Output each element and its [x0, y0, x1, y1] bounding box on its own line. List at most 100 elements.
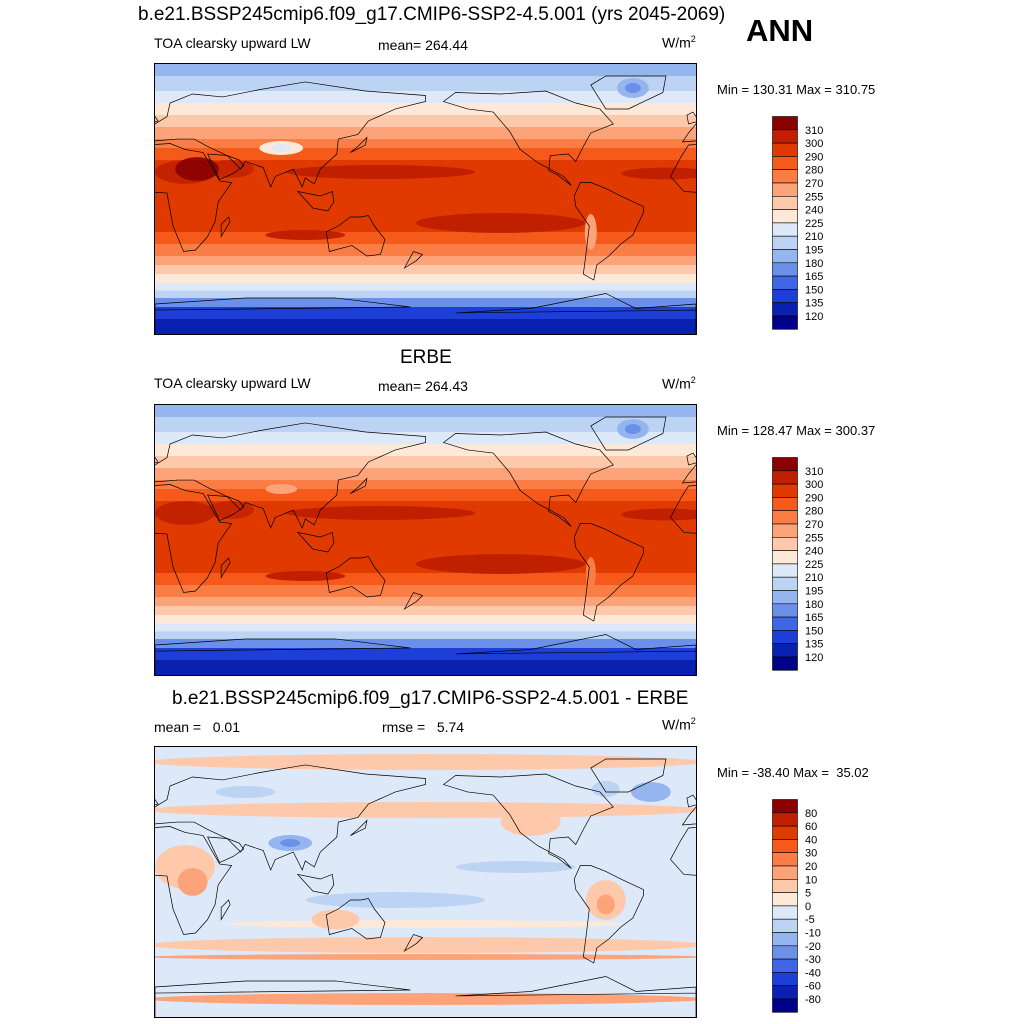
coastline: [207, 153, 245, 181]
colorbar-swatch: [772, 656, 798, 671]
coastline: [442, 431, 614, 527]
colorbar-tick-label: 255: [805, 532, 823, 544]
colorbar-tick-label: 150: [805, 625, 823, 637]
colorbar-swatch: [772, 315, 798, 330]
colorbar-tick-label: 290: [805, 151, 823, 163]
coastline: [325, 215, 386, 257]
colorbar-tick-label: 40: [805, 834, 817, 846]
colorbar-swatch: [772, 235, 798, 250]
colorbar-swatch: [772, 156, 798, 171]
colorbar-tick-label: 10: [805, 874, 817, 886]
coastline: [220, 899, 231, 921]
colorbar-swatch: [772, 457, 798, 472]
colorbar-tick-label: 165: [805, 271, 823, 283]
season-label: ANN: [746, 13, 814, 48]
panel3-colorbar: 80 60 40 30 20 10 5 0 -5 -10 -20 -30 -40 -60 -80: [772, 799, 852, 1014]
colorbar-swatch: [772, 470, 798, 485]
colorbar-tick-label: 20: [805, 861, 817, 873]
colorbar-swatch: [772, 209, 798, 224]
panel2-variable-label: TOA clearsky upward LW: [154, 375, 311, 391]
colorbar-tick-label: 270: [805, 178, 823, 190]
colorbar-tick-label: 300: [805, 138, 823, 150]
panel3-units: W/m2: [662, 716, 696, 733]
panel1-variable-label: TOA clearsky upward LW: [154, 35, 311, 51]
colorbar-tick-label: 280: [805, 506, 823, 518]
colorbar-swatch: [772, 879, 798, 893]
panel2-colorbar: 310 300 290 280 270 255 240 225 210 195 180 165 150 1…: [772, 457, 852, 672]
panel2-mean-label: mean= 264.43: [378, 378, 468, 394]
colorbar-swatch: [772, 563, 798, 578]
colorbar-swatch: [772, 972, 798, 986]
panel1-units: W/m2: [662, 34, 696, 51]
coastline: [350, 819, 368, 836]
colorbar-swatch: [772, 196, 798, 210]
colorbar-tick-label: 210: [805, 572, 823, 584]
colorbar-swatch: [772, 302, 798, 317]
colorbar-swatch: [772, 537, 798, 551]
colorbar-tick-label: -40: [805, 967, 821, 979]
colorbar-swatch: [772, 839, 798, 854]
coastline: [442, 90, 614, 186]
colorbar-tick-label: 290: [805, 492, 823, 504]
coastline: [296, 873, 335, 895]
colorbar-swatch: [772, 275, 798, 290]
colorbar-swatch: [772, 483, 798, 498]
colorbar-swatch: [772, 630, 798, 644]
colorbar-swatch: [772, 289, 798, 303]
colorbar-swatch: [772, 825, 798, 840]
colorbar-swatch: [772, 169, 798, 184]
coastline: [296, 531, 335, 553]
colorbar-tick-label: 80: [805, 808, 817, 820]
colorbar-tick-label: 240: [805, 205, 823, 217]
coastline: [207, 836, 245, 864]
colorbar-tick-label: 310: [805, 466, 823, 478]
colorbar-swatch: [772, 222, 798, 237]
colorbar-swatch: [772, 497, 798, 512]
colorbar-swatch: [772, 958, 798, 973]
colorbar-tick-label: 0: [805, 901, 811, 913]
colorbar-tick-label: 150: [805, 284, 823, 296]
coastline: [296, 190, 335, 212]
colorbar-tick-label: 135: [805, 298, 823, 310]
coastline: [573, 182, 644, 281]
coastline: [155, 638, 411, 675]
coastline: [403, 592, 424, 610]
colorbar-tick-label: 30: [805, 848, 817, 860]
colorbar-swatch: [772, 812, 798, 827]
colorbar-swatch: [772, 262, 798, 277]
coastline: [207, 494, 245, 522]
colorbar-tick-label: 225: [805, 559, 823, 571]
colorbar-tick-label: 310: [805, 125, 823, 137]
colorbar-swatch: [772, 129, 798, 144]
colorbar-tick-label: 120: [805, 652, 823, 664]
colorbar-swatch: [772, 590, 798, 605]
coastline: [686, 111, 696, 125]
colorbar-tick-label: 300: [805, 479, 823, 491]
panel1-mean-label: mean= 264.44: [378, 37, 468, 53]
colorbar-swatch: [772, 510, 798, 525]
colorbar-swatch: [772, 249, 798, 264]
panel1-colorbar: 310 300 290 280 270 255 240 225 210 195 180 165 150 1…: [772, 116, 852, 331]
colorbar-tick-label: 165: [805, 612, 823, 624]
colorbar-tick-label: 210: [805, 231, 823, 243]
colorbar-tick-label: -5: [805, 914, 815, 926]
colorbar-swatch: [772, 116, 798, 131]
colorbar-swatch: [772, 865, 798, 880]
coastline: [590, 416, 667, 451]
colorbar-swatch: [772, 616, 798, 631]
coastline: [455, 634, 696, 675]
colorbar-tick-label: 225: [805, 218, 823, 230]
colorbar-tick-label: 180: [805, 258, 823, 270]
colorbar-swatch: [772, 182, 798, 197]
coastline: [325, 556, 386, 598]
colorbar-tick-label: 195: [805, 586, 823, 598]
coastline: [403, 251, 424, 269]
colorbar-swatch: [772, 892, 798, 907]
coastline: [220, 216, 231, 238]
coastline: [590, 75, 667, 110]
colorbar-swatch: [772, 918, 798, 933]
panel2-map: [154, 404, 697, 676]
colorbar-tick-label: -20: [805, 941, 821, 953]
coastline: [220, 557, 231, 579]
colorbar-swatch: [772, 985, 798, 1000]
